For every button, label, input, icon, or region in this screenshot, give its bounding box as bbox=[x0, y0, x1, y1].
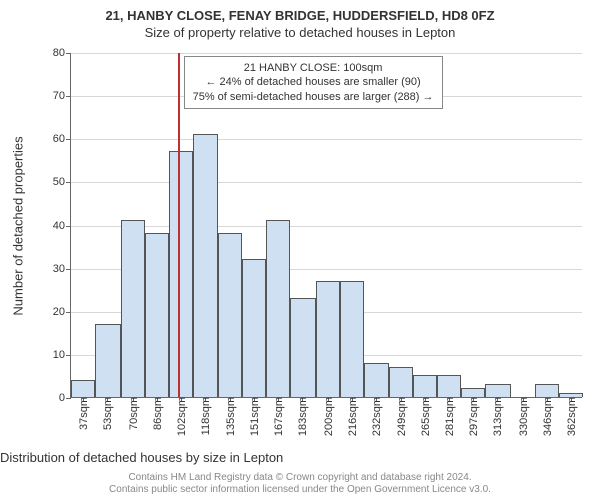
histogram-bar bbox=[413, 375, 437, 397]
histogram-bar bbox=[193, 134, 219, 397]
x-tick-label: 362sqm bbox=[564, 397, 578, 436]
histogram-bar bbox=[290, 298, 316, 397]
x-tick-label: 313sqm bbox=[490, 397, 504, 436]
x-tick-label: 216sqm bbox=[345, 397, 359, 436]
x-tick-label: 37sqm bbox=[76, 397, 90, 430]
x-tick-label: 281sqm bbox=[442, 397, 456, 436]
chart-plot-area: 0102030405060708021 HANBY CLOSE: 100sqm←… bbox=[70, 53, 582, 398]
x-tick-label: 86sqm bbox=[150, 397, 164, 430]
y-tick-label: 10 bbox=[53, 349, 71, 361]
histogram-bar bbox=[218, 233, 242, 397]
y-gridline bbox=[71, 139, 582, 140]
x-tick-label: 249sqm bbox=[394, 397, 408, 436]
histogram-bar bbox=[169, 151, 193, 397]
y-tick-label: 30 bbox=[53, 263, 71, 275]
histogram-bar bbox=[242, 259, 266, 397]
x-tick-label: 330sqm bbox=[516, 397, 530, 436]
footer-attribution: Contains HM Land Registry data © Crown c… bbox=[0, 472, 600, 500]
histogram-bar bbox=[437, 375, 461, 397]
annotation-line: ← 24% of detached houses are smaller (90… bbox=[193, 75, 434, 89]
histogram-bar bbox=[266, 220, 290, 397]
y-tick-label: 80 bbox=[53, 47, 71, 59]
histogram-bar bbox=[340, 281, 364, 397]
y-axis-label: Number of detached properties bbox=[11, 136, 26, 315]
histogram-bar bbox=[364, 363, 390, 398]
histogram-bar bbox=[389, 367, 413, 397]
y-tick-label: 20 bbox=[53, 306, 71, 318]
title-line2: Size of property relative to detached ho… bbox=[0, 23, 600, 40]
x-tick-label: 53sqm bbox=[100, 397, 114, 430]
annotation-line: 21 HANBY CLOSE: 100sqm bbox=[193, 61, 434, 75]
histogram-bar bbox=[535, 384, 559, 397]
y-gridline bbox=[71, 226, 582, 227]
y-tick-label: 0 bbox=[59, 392, 71, 404]
x-tick-label: 135sqm bbox=[223, 397, 237, 436]
y-gridline bbox=[71, 182, 582, 183]
histogram-bar bbox=[316, 281, 340, 397]
x-tick-label: 346sqm bbox=[540, 397, 554, 436]
x-tick-label: 167sqm bbox=[271, 397, 285, 436]
histogram-bar bbox=[71, 380, 95, 397]
reference-line bbox=[178, 53, 180, 397]
y-tick-label: 40 bbox=[53, 220, 71, 232]
x-tick-label: 102sqm bbox=[174, 397, 188, 436]
x-tick-label: 151sqm bbox=[247, 397, 261, 436]
x-tick-label: 232sqm bbox=[369, 397, 383, 436]
x-tick-label: 183sqm bbox=[295, 397, 309, 436]
histogram-bar bbox=[121, 220, 145, 397]
y-tick-label: 60 bbox=[53, 133, 71, 145]
y-tick-label: 70 bbox=[53, 90, 71, 102]
x-tick-label: 200sqm bbox=[321, 397, 335, 436]
x-tick-label: 297sqm bbox=[466, 397, 480, 436]
y-gridline bbox=[71, 53, 582, 54]
title-line1: 21, HANBY CLOSE, FENAY BRIDGE, HUDDERSFI… bbox=[0, 0, 600, 23]
histogram-bar bbox=[95, 324, 121, 397]
histogram-bar bbox=[461, 388, 485, 397]
y-tick-label: 50 bbox=[53, 176, 71, 188]
annotation-line: 75% of semi-detached houses are larger (… bbox=[193, 90, 434, 104]
x-axis-label: Distribution of detached houses by size … bbox=[0, 450, 600, 465]
x-tick-label: 70sqm bbox=[126, 397, 140, 430]
x-tick-label: 118sqm bbox=[198, 397, 212, 435]
histogram-bar bbox=[145, 233, 169, 397]
annotation-box: 21 HANBY CLOSE: 100sqm← 24% of detached … bbox=[184, 56, 443, 109]
x-tick-label: 265sqm bbox=[418, 397, 432, 436]
histogram-bar bbox=[485, 384, 511, 397]
